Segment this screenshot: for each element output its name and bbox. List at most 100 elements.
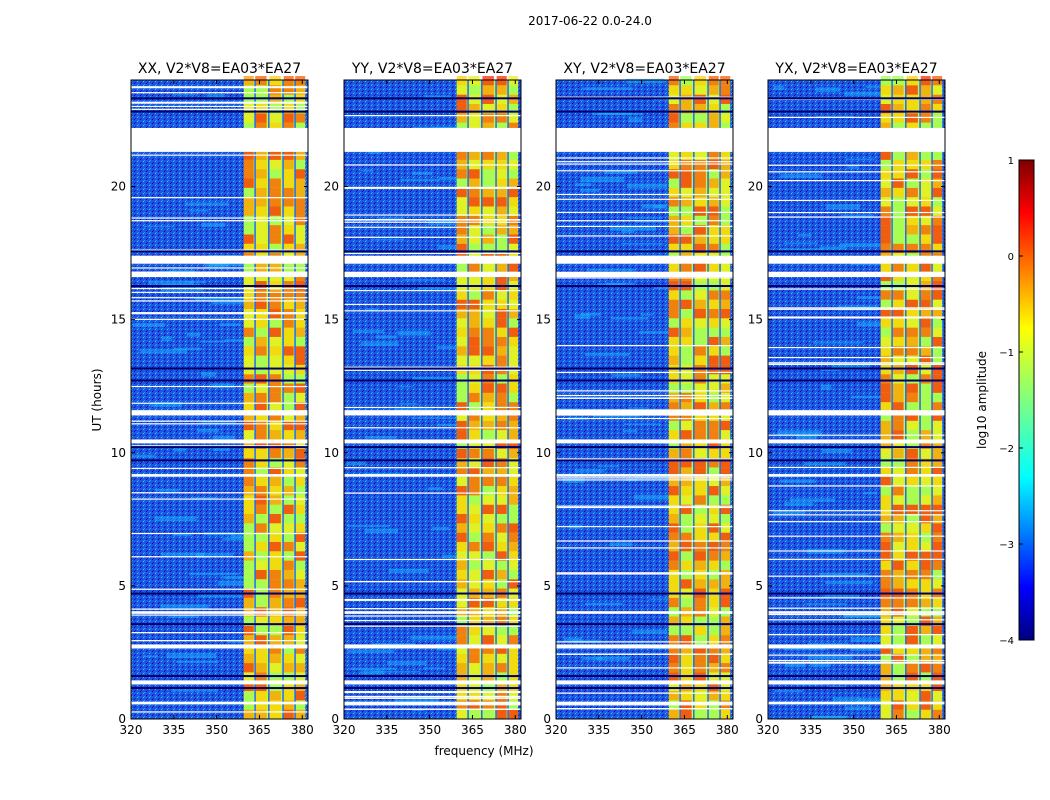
rfi-cell	[932, 76, 943, 86]
rfi-cell	[496, 597, 507, 608]
noise-streak	[188, 209, 209, 212]
rfi-cell	[295, 663, 306, 673]
rfi-cell	[892, 709, 904, 719]
flagged-line	[131, 105, 308, 108]
rfi-cell	[269, 430, 281, 440]
rfi-cell	[456, 579, 467, 589]
rfi-cell	[668, 579, 679, 589]
rfi-cell	[892, 458, 904, 468]
rfi-cell	[906, 532, 918, 542]
rfi-cell	[920, 411, 931, 421]
rfi-cell	[269, 560, 281, 570]
flagged-line	[556, 479, 733, 481]
y-tick-label: 10	[536, 446, 551, 460]
rfi-cell	[880, 402, 891, 412]
rfi-cell	[496, 336, 507, 347]
rfi-cell	[243, 206, 254, 216]
rfi-cell	[482, 178, 494, 188]
colorbar-tick-label: −3	[999, 540, 1014, 551]
rfi-cell	[496, 76, 507, 86]
rfi-cell	[708, 234, 719, 244]
noise-streak	[773, 85, 784, 91]
rfi-cell	[708, 336, 719, 347]
rfi-cell	[708, 495, 719, 505]
rfi-cell	[920, 206, 931, 216]
rfi-cell	[694, 541, 706, 552]
flagged-gap	[768, 611, 945, 614]
rfi-cell	[668, 234, 679, 244]
rfi-cell	[932, 336, 943, 347]
rfi-cell	[456, 113, 467, 123]
noise-streak	[210, 383, 234, 388]
rfi-cell	[496, 551, 507, 561]
rfi-cell	[880, 411, 891, 421]
rfi-cell	[906, 299, 918, 309]
rfi-cell	[720, 299, 731, 309]
rfi-cell	[720, 709, 731, 719]
rfi-cell	[243, 402, 254, 412]
rfi-cell	[892, 318, 904, 328]
rfi-cell	[496, 709, 507, 719]
rfi-cell	[892, 541, 904, 552]
dark-line	[556, 623, 733, 626]
rfi-cell	[708, 579, 719, 589]
rfi-cell	[906, 187, 918, 198]
rfi-cell	[668, 653, 679, 664]
rfi-cell	[680, 76, 692, 86]
rfi-cell	[243, 635, 254, 645]
flagged-line	[131, 588, 308, 590]
rfi-cell	[668, 299, 679, 309]
y-tick-label: 0	[543, 712, 551, 726]
rfi-cell	[708, 76, 719, 86]
rfi-cell	[906, 150, 918, 160]
rfi-cell	[456, 448, 467, 459]
rfi-cell	[283, 374, 294, 384]
rfi-cell	[668, 103, 679, 114]
rfi-cell	[906, 616, 918, 626]
rfi-cell	[255, 458, 267, 468]
rfi-cell	[468, 308, 480, 319]
noise-streak	[375, 335, 397, 339]
rfi-cell	[708, 439, 719, 449]
rfi-cell	[920, 308, 931, 319]
flagged-gap	[344, 439, 521, 444]
rfi-cell	[508, 523, 519, 533]
rfi-cell	[694, 430, 706, 440]
y-tick-label: 15	[111, 313, 126, 327]
flagged-line	[344, 492, 521, 494]
rfi-cell	[880, 569, 891, 580]
rfi-cell	[269, 476, 281, 487]
flagged-line	[131, 297, 308, 299]
rfi-cell	[283, 113, 294, 123]
rfi-cell	[496, 225, 507, 235]
noise-streak	[211, 301, 249, 305]
noise-streak	[346, 460, 366, 465]
rfi-cell	[892, 513, 904, 524]
rfi-cell	[295, 569, 306, 580]
rfi-cell	[482, 411, 494, 421]
rfi-cell	[508, 625, 519, 636]
flagged-gap	[768, 474, 945, 477]
noise-streak	[212, 435, 236, 441]
rfi-cell	[243, 299, 254, 309]
rfi-cell	[720, 85, 731, 95]
rfi-cell	[482, 346, 494, 356]
rfi-cell	[920, 76, 931, 86]
flagged-line	[344, 690, 521, 693]
rfi-cell	[255, 225, 267, 235]
rfi-cell	[668, 532, 679, 542]
rfi-cell	[892, 448, 904, 459]
rfi-cell	[283, 635, 294, 645]
rfi-cell	[496, 346, 507, 356]
flagged-line	[556, 220, 733, 222]
rfi-cell	[906, 700, 918, 710]
rfi-cell	[456, 495, 467, 505]
rfi-cell	[496, 243, 507, 254]
dark-line	[344, 110, 521, 113]
rfi-cell	[456, 541, 467, 552]
noise-streak	[632, 629, 667, 634]
flagged-line	[556, 417, 733, 420]
rfi-cell	[482, 430, 494, 440]
rfi-cell	[720, 486, 731, 496]
rfi-cell	[508, 541, 519, 552]
